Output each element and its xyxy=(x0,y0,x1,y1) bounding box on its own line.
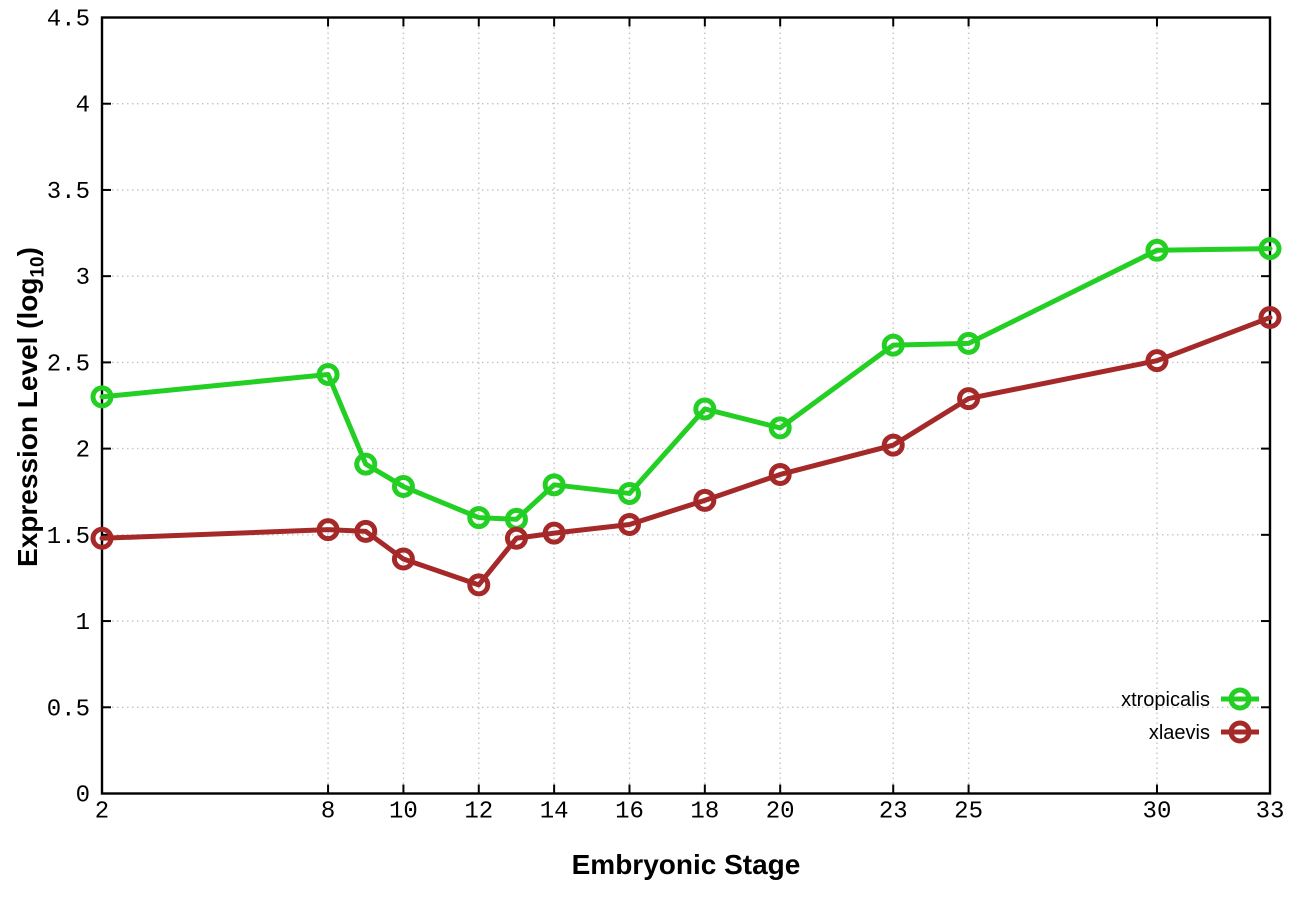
series-marker-xtropicalis xyxy=(316,362,340,386)
legend-sample-marker-xlaevis xyxy=(1228,720,1252,744)
x-tick-label: 14 xyxy=(540,799,569,826)
y-tick-label: 2.5 xyxy=(47,351,90,378)
series-line-xlaevis xyxy=(99,315,1273,588)
series-marker-xtropicalis xyxy=(768,416,792,440)
y-tick-label: 1 xyxy=(76,610,90,637)
series-marker-xlaevis xyxy=(354,519,378,543)
y-tick-label: 0.5 xyxy=(47,696,90,723)
y-axis-label-suffix: ) xyxy=(12,247,43,257)
y-tick-label: 2 xyxy=(76,438,90,465)
y-tick-label: 3.5 xyxy=(47,179,90,206)
x-tick-label: 33 xyxy=(1256,799,1285,826)
x-tick-label: 23 xyxy=(879,799,908,826)
y-axis-label-subscript: 10 xyxy=(27,256,49,278)
series-marker-xlaevis xyxy=(316,518,340,542)
y-tick-label: 1.5 xyxy=(47,524,90,551)
y-axis-label-text: Expression Level (log xyxy=(12,277,43,567)
series-marker-xtropicalis xyxy=(1258,237,1282,261)
series-marker-xtropicalis xyxy=(391,475,415,499)
x-tick-label: 30 xyxy=(1143,799,1172,826)
series-marker-xlaevis xyxy=(90,526,114,550)
x-tick-label: 2 xyxy=(95,799,109,826)
x-tick-label: 16 xyxy=(615,799,644,826)
legend-label-xtropicalis: xtropicalis xyxy=(1121,689,1210,711)
series-marker-xlaevis xyxy=(768,462,792,486)
y-tick-label: 3 xyxy=(76,265,90,292)
series-marker-xtropicalis xyxy=(957,331,981,355)
legend-label-xlaevis: xlaevis xyxy=(1149,722,1210,744)
x-tick-label: 8 xyxy=(321,799,335,826)
x-tick-label: 12 xyxy=(464,799,493,826)
series-marker-xtropicalis xyxy=(693,397,717,421)
series-marker-xtropicalis xyxy=(617,481,641,505)
series-line-xtropicalis xyxy=(99,246,1273,522)
x-tick-label: 25 xyxy=(954,799,983,826)
x-tick-label: 20 xyxy=(766,799,795,826)
series-marker-xlaevis xyxy=(391,547,415,571)
x-tick-label: 18 xyxy=(690,799,719,826)
series-marker-xlaevis xyxy=(693,488,717,512)
series-marker-xtropicalis xyxy=(881,333,905,357)
series-marker-xtropicalis xyxy=(354,452,378,476)
y-tick-label: 4 xyxy=(76,93,90,120)
series-marker-xlaevis xyxy=(1258,306,1282,330)
series-marker-xlaevis xyxy=(542,521,566,545)
series-marker-xlaevis xyxy=(1145,349,1169,373)
y-axis-label: Expression Level (log10) xyxy=(8,0,49,817)
series-marker-xlaevis xyxy=(617,512,641,536)
series-marker-xtropicalis xyxy=(542,473,566,497)
series-marker-xlaevis xyxy=(504,526,528,550)
plot-border xyxy=(100,16,1272,795)
y-tick-label: 0 xyxy=(76,783,90,810)
y-tick-label: 4.5 xyxy=(47,7,90,34)
legend-sample-marker-xtropicalis xyxy=(1228,687,1252,711)
x-tick-label: 10 xyxy=(389,799,418,826)
series-marker-xlaevis xyxy=(957,387,981,411)
series-marker-xtropicalis xyxy=(1145,238,1169,262)
series-marker-xlaevis xyxy=(881,433,905,457)
x-axis-label: Embryonic Stage xyxy=(571,849,801,880)
series-marker-xtropicalis xyxy=(467,506,491,530)
series-marker-xtropicalis xyxy=(90,385,114,409)
series-marker-xlaevis xyxy=(467,573,491,597)
